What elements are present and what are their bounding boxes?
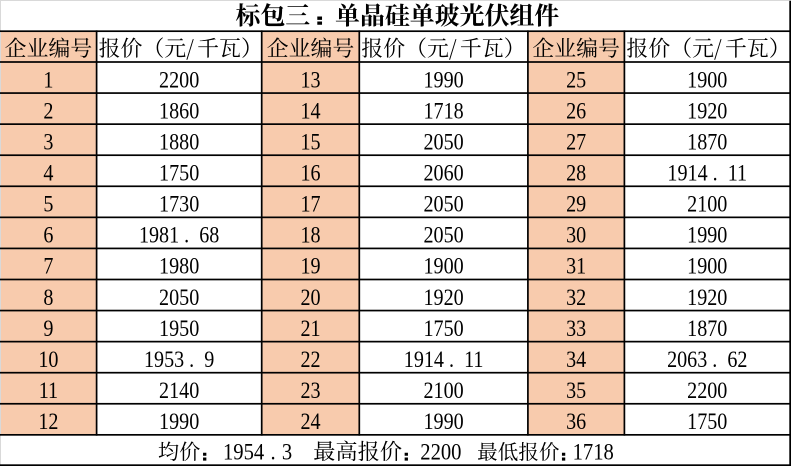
svg-text:1900: 1900 [687, 254, 727, 280]
svg-text:3: 3 [43, 129, 53, 155]
svg-text:2100: 2100 [424, 378, 464, 404]
svg-text:29: 29 [566, 191, 586, 217]
svg-text:7: 7 [43, 254, 53, 280]
svg-text:1990: 1990 [424, 67, 464, 93]
svg-text:17: 17 [300, 191, 320, 217]
svg-text:2050: 2050 [424, 191, 464, 217]
svg-text:26: 26 [566, 98, 586, 124]
svg-text:5: 5 [43, 191, 53, 217]
svg-text:1920: 1920 [424, 285, 464, 311]
svg-text:2: 2 [43, 98, 53, 124]
svg-text:1750: 1750 [687, 409, 727, 435]
svg-text:1980: 1980 [159, 254, 199, 280]
svg-text:2063.62: 2063. 62 [667, 347, 747, 373]
svg-text:21: 21 [300, 316, 320, 342]
svg-text:1950: 1950 [159, 316, 199, 342]
svg-text:4: 4 [43, 160, 53, 186]
svg-text:22: 22 [300, 347, 320, 373]
svg-text:2200: 2200 [420, 440, 461, 465]
svg-text:6: 6 [43, 222, 53, 248]
svg-text:2050: 2050 [159, 285, 199, 311]
svg-text:15: 15 [300, 129, 320, 155]
svg-text:24: 24 [300, 409, 320, 435]
svg-text:1954.3: 1954. 3 [223, 440, 292, 465]
svg-text:25: 25 [566, 67, 586, 93]
svg-text:1914.11: 1914. 11 [667, 160, 747, 186]
svg-text:1750: 1750 [159, 160, 199, 186]
svg-text:35: 35 [566, 378, 586, 404]
svg-text:32: 32 [566, 285, 586, 311]
svg-text:9: 9 [43, 316, 53, 342]
svg-text:18: 18 [300, 222, 320, 248]
svg-text:1730: 1730 [159, 191, 199, 217]
svg-text:2200: 2200 [687, 378, 727, 404]
svg-text:28: 28 [566, 160, 586, 186]
svg-text:13: 13 [300, 67, 320, 93]
svg-text:1718: 1718 [424, 98, 464, 124]
svg-text:1953.9: 1953. 9 [144, 347, 214, 373]
svg-text:11: 11 [39, 378, 58, 404]
svg-text:1914.11: 1914. 11 [404, 347, 484, 373]
svg-text:1718: 1718 [573, 440, 614, 465]
svg-text:1990: 1990 [687, 222, 727, 248]
svg-text:1750: 1750 [424, 316, 464, 342]
svg-text:16: 16 [300, 160, 320, 186]
svg-text:33: 33 [566, 316, 586, 342]
svg-text:1: 1 [43, 67, 53, 93]
svg-text:1880: 1880 [159, 129, 199, 155]
svg-text:1870: 1870 [687, 129, 727, 155]
svg-text:1900: 1900 [424, 254, 464, 280]
svg-text:1870: 1870 [687, 316, 727, 342]
svg-text:8: 8 [43, 285, 53, 311]
svg-text:1860: 1860 [159, 98, 199, 124]
svg-text:2100: 2100 [687, 191, 727, 217]
svg-text:12: 12 [38, 409, 58, 435]
svg-text:1920: 1920 [687, 98, 727, 124]
svg-text:34: 34 [566, 347, 586, 373]
svg-text:2200: 2200 [159, 67, 199, 93]
svg-text:14: 14 [300, 98, 320, 124]
svg-text:1990: 1990 [159, 409, 199, 435]
svg-text:2050: 2050 [424, 222, 464, 248]
svg-text:31: 31 [566, 254, 586, 280]
svg-text:20: 20 [300, 285, 320, 311]
svg-text:1990: 1990 [424, 409, 464, 435]
svg-text:1920: 1920 [687, 285, 727, 311]
svg-text:10: 10 [38, 347, 58, 373]
svg-text:1900: 1900 [687, 67, 727, 93]
svg-text:2050: 2050 [424, 129, 464, 155]
svg-text:19: 19 [300, 254, 320, 280]
svg-text:23: 23 [300, 378, 320, 404]
svg-text:36: 36 [566, 409, 586, 435]
svg-text:27: 27 [566, 129, 586, 155]
svg-text:30: 30 [566, 222, 586, 248]
svg-text:2140: 2140 [159, 378, 199, 404]
svg-text:2060: 2060 [424, 160, 464, 186]
